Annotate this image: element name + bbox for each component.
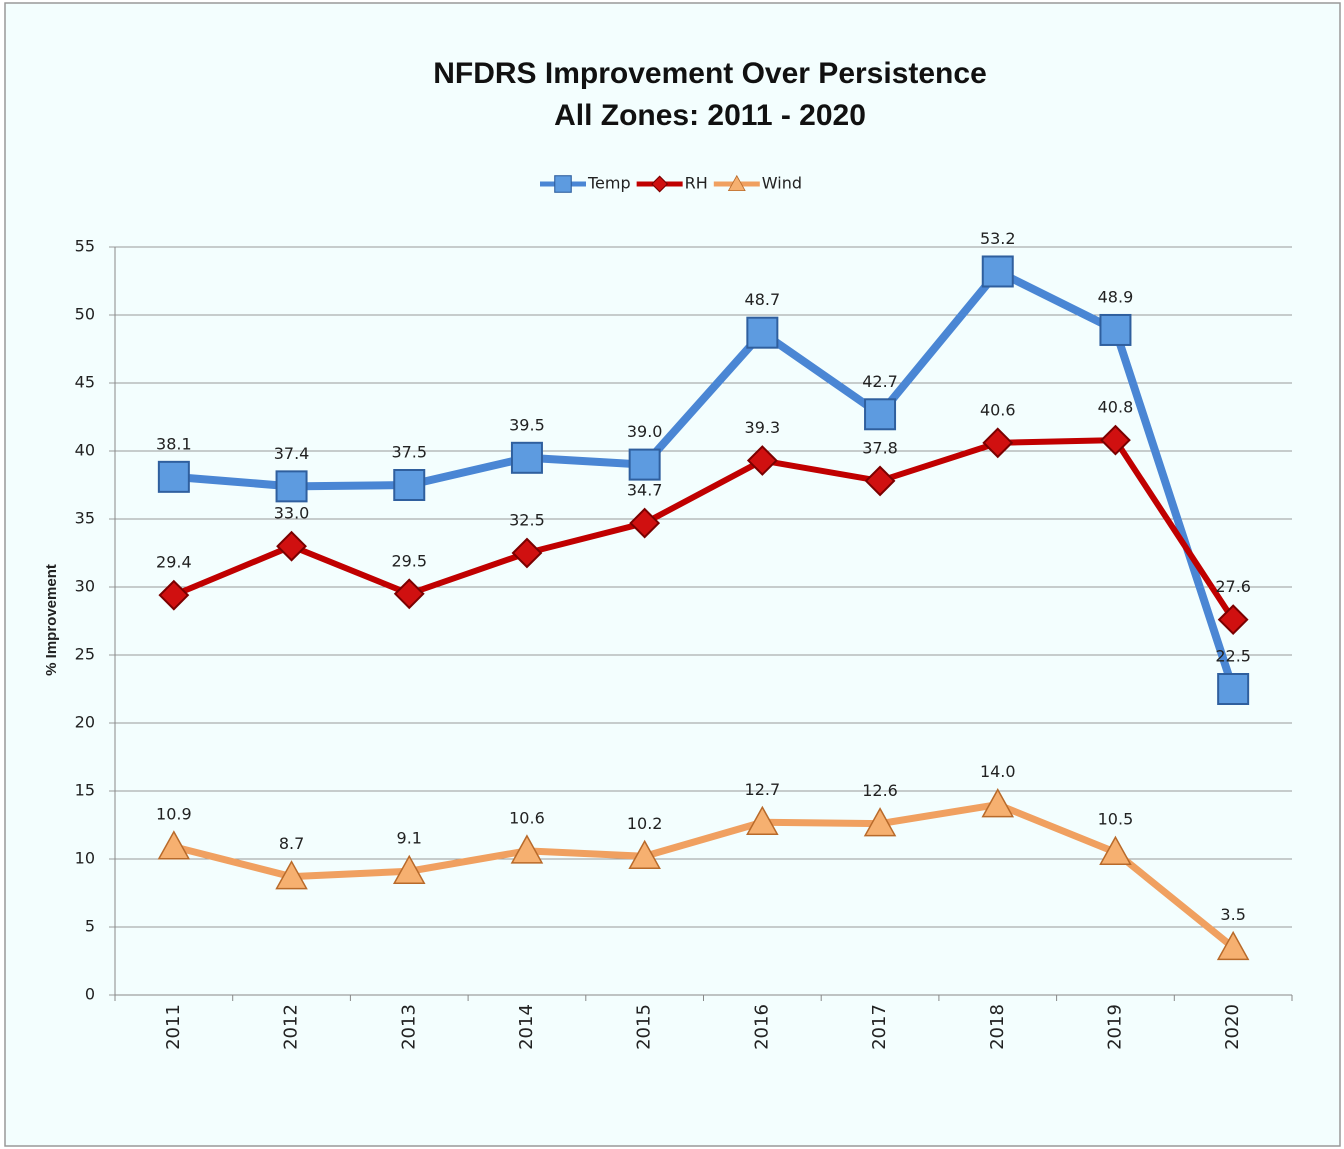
data-point (629, 507, 661, 539)
data-point (275, 860, 308, 890)
y-tick-label: 15 (75, 781, 95, 800)
data-label: 10.2 (627, 814, 663, 833)
y-tick-label: 25 (75, 645, 95, 664)
data-point (157, 460, 190, 493)
data-point (746, 805, 779, 836)
data-label: 39.3 (745, 418, 781, 437)
x-tick-label: 2013 (398, 1004, 419, 1050)
data-point (1217, 673, 1250, 705)
data-label: 53.2 (980, 229, 1016, 248)
x-tick-label: 2015 (634, 1004, 655, 1050)
data-point (628, 839, 661, 870)
data-point (510, 834, 544, 864)
data-label: 10.5 (1098, 810, 1134, 829)
data-label: 10.6 (509, 808, 545, 827)
chart-title: NFDRS Improvement Over Persistence (433, 57, 987, 90)
data-label: 14.0 (980, 762, 1016, 781)
series-line (172, 801, 1236, 951)
y-tick-label: 45 (75, 373, 95, 392)
data-point (863, 807, 897, 837)
data-point (982, 427, 1014, 459)
data-point (746, 316, 779, 349)
data-point (510, 441, 543, 474)
data-point (746, 445, 778, 476)
data-point (276, 530, 307, 562)
data-label: 9.1 (397, 829, 422, 848)
data-point (275, 470, 308, 503)
data-point (981, 788, 1015, 818)
data-label: 10.9 (156, 804, 192, 823)
data-point (1099, 313, 1132, 346)
data-label: 48.9 (1098, 287, 1134, 306)
data-point (628, 448, 661, 481)
data-label: 32.5 (509, 511, 545, 530)
data-label: 48.7 (745, 290, 781, 309)
data-label: 27.6 (1215, 577, 1251, 596)
data-label: 37.4 (274, 444, 310, 463)
chart-subtitle: All Zones: 2011 - 2020 (554, 99, 866, 132)
data-label: 12.7 (745, 780, 781, 799)
data-point (511, 537, 543, 569)
x-tick-label: 2017 (869, 1004, 890, 1050)
data-point (1216, 930, 1250, 961)
x-tick-label: 2012 (281, 1004, 302, 1050)
data-point (1100, 424, 1131, 456)
data-point (157, 830, 191, 860)
legend-marker (651, 175, 669, 193)
x-tick-label: 2019 (1104, 1004, 1125, 1050)
x-tick-label: 2011 (163, 1004, 184, 1050)
data-point (864, 465, 896, 497)
data-label: 40.8 (1098, 398, 1134, 417)
data-point (981, 255, 1014, 288)
chart-background (4, 2, 1341, 1147)
data-label: 39.0 (627, 422, 663, 441)
data-point (1099, 835, 1132, 865)
data-point (392, 854, 426, 884)
data-point (864, 398, 897, 431)
data-label: 38.1 (156, 434, 192, 453)
data-label: 37.8 (862, 438, 898, 457)
data-label: 8.7 (279, 834, 304, 853)
y-tick-label: 5 (85, 917, 95, 936)
x-tick-label: 2016 (751, 1004, 772, 1050)
y-tick-label: 50 (75, 305, 95, 324)
legend-label: Temp (587, 174, 631, 193)
y-axis-label: % Improvement (43, 564, 60, 676)
x-tick-label: 2020 (1222, 1004, 1243, 1050)
data-label: 22.5 (1215, 647, 1251, 666)
data-point (393, 469, 426, 501)
y-tick-label: 35 (75, 509, 95, 528)
data-label: 40.6 (980, 400, 1016, 419)
y-tick-label: 40 (75, 441, 95, 460)
legend-marker (554, 175, 572, 193)
y-tick-label: 0 (85, 985, 95, 1004)
data-label: 29.5 (391, 551, 427, 570)
y-tick-label: 10 (75, 849, 95, 868)
data-point (1217, 604, 1249, 636)
data-label: 37.5 (391, 443, 427, 462)
data-label: 12.6 (862, 781, 898, 800)
data-label: 3.5 (1220, 905, 1245, 924)
data-label: 42.7 (862, 372, 898, 391)
data-label: 34.7 (627, 481, 663, 500)
y-tick-label: 20 (75, 713, 95, 732)
legend-label: RH (685, 174, 708, 193)
x-tick-label: 2014 (516, 1004, 537, 1050)
y-tick-label: 30 (75, 577, 95, 596)
data-point (393, 578, 425, 610)
data-label: 29.4 (156, 553, 192, 572)
y-tick-label: 55 (75, 237, 95, 256)
legend-marker (727, 174, 746, 192)
series-line (173, 267, 1237, 691)
x-tick-label: 2018 (987, 1004, 1008, 1050)
legend-label: Wind (762, 174, 802, 193)
data-label: 39.5 (509, 415, 545, 434)
data-point (158, 579, 190, 611)
data-label: 33.0 (274, 504, 310, 523)
series-line (172, 437, 1236, 622)
